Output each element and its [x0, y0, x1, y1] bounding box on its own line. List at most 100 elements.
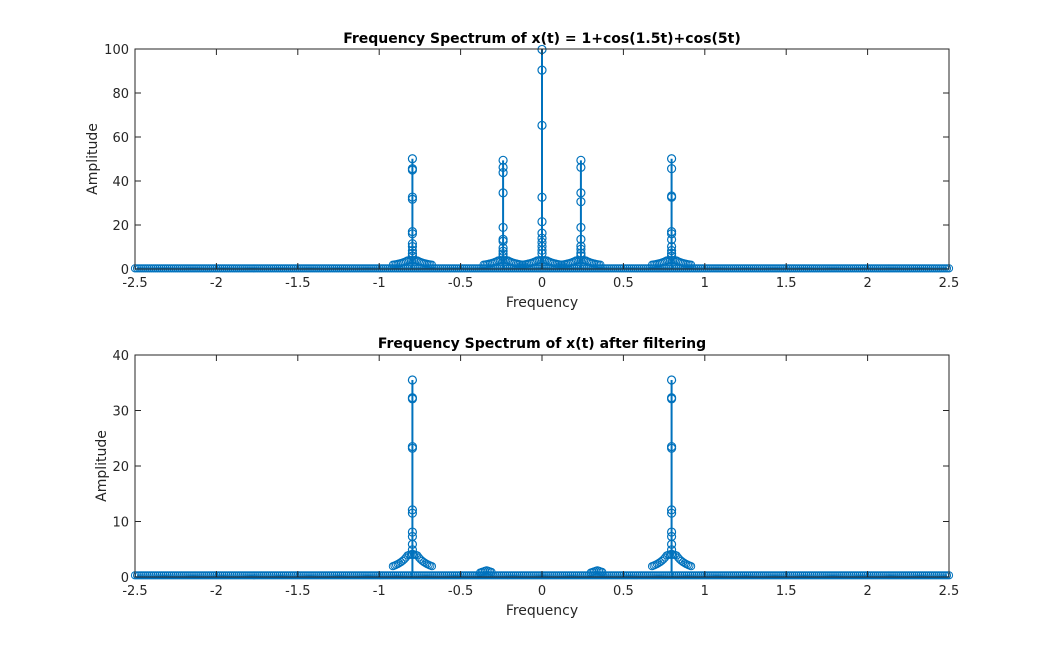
bottom-baseline-marker	[340, 571, 349, 580]
bottom-x-tick-label: 1.5	[776, 584, 797, 599]
bottom-y-tick-label: 40	[112, 349, 129, 364]
bottom-baseline-marker	[466, 571, 475, 580]
top-baseline-marker	[812, 264, 821, 273]
top-baseline-marker	[883, 264, 893, 273]
top-baseline-marker	[686, 264, 695, 273]
bottom-baseline-marker	[560, 571, 569, 580]
bottom-baseline-marker	[523, 571, 532, 580]
bottom-baseline-marker	[684, 571, 693, 580]
bottom-baseline-marker	[855, 571, 864, 580]
top-x-tick-label: 0.5	[613, 276, 634, 291]
bottom-baseline-marker	[322, 571, 331, 580]
top-baseline-marker	[328, 264, 337, 273]
bottom-baseline-marker	[835, 571, 844, 580]
top-near-peak-marker	[660, 257, 670, 266]
top-baseline-marker	[291, 264, 300, 273]
bottom-baseline-marker	[200, 571, 209, 580]
top-baseline-marker	[550, 264, 559, 273]
bottom-baseline-marker	[800, 571, 809, 580]
bottom-baseline-marker	[527, 571, 536, 580]
bottom-baseline-marker	[621, 571, 630, 580]
bottom-baseline-marker	[179, 571, 188, 580]
bottom-baseline-marker	[423, 571, 433, 580]
top-baseline-marker	[741, 264, 750, 273]
bottom-baseline-marker	[922, 571, 931, 580]
top-baseline-marker	[845, 264, 854, 273]
bottom-baseline-marker	[716, 571, 726, 580]
bottom-baseline-marker	[932, 571, 941, 580]
top-baseline-marker	[222, 264, 231, 273]
top-baseline-marker	[183, 264, 193, 273]
top-baseline-marker	[751, 264, 760, 273]
top-peak-marker	[407, 154, 418, 164]
top-baseline-marker	[830, 264, 840, 273]
bottom-peak-marker	[407, 375, 418, 385]
top-baseline-marker	[438, 264, 447, 273]
bottom-baseline-marker	[544, 571, 553, 580]
top-peak-marker	[576, 222, 586, 233]
top-peak-marker	[498, 188, 508, 198]
bottom-baseline-marker	[908, 571, 917, 580]
bottom-baseline-marker	[393, 571, 402, 580]
bottom-baseline-marker	[196, 571, 205, 580]
top-x-tick-label: 0	[538, 276, 546, 291]
bottom-x-axis-label: Frequency	[506, 603, 578, 619]
top-y-tick-label: 100	[104, 43, 129, 58]
top-baseline-marker	[808, 264, 817, 273]
bottom-baseline-marker	[747, 571, 756, 580]
bottom-baseline-marker	[735, 571, 744, 580]
top-baseline-marker	[442, 264, 451, 273]
top-baseline-marker	[574, 264, 583, 273]
bottom-baseline-marker	[198, 571, 207, 580]
top-baseline-marker	[849, 264, 858, 273]
top-peak-marker	[576, 241, 586, 251]
bottom-baseline-marker	[881, 571, 891, 580]
top-baseline-marker	[196, 264, 205, 273]
top-baseline-marker	[187, 264, 197, 273]
bottom-baseline-marker	[356, 571, 365, 580]
top-baseline-marker	[318, 264, 327, 273]
bottom-baseline-marker	[637, 571, 646, 580]
top-baseline-marker	[246, 264, 256, 273]
bottom-baseline-marker	[391, 571, 400, 580]
top-peak-marker	[537, 217, 547, 227]
bottom-baseline-marker	[525, 571, 534, 580]
bottom-baseline-marker	[307, 571, 317, 580]
bottom-baseline-marker	[283, 571, 292, 580]
top-peak-marker	[498, 222, 508, 233]
top-baseline-marker	[151, 264, 160, 273]
bottom-baseline-marker	[505, 571, 514, 580]
top-baseline-marker	[250, 264, 260, 273]
bottom-baseline-marker	[792, 571, 801, 580]
bottom-baseline-marker	[366, 571, 376, 580]
top-baseline-marker	[810, 264, 819, 273]
bottom-baseline-marker	[706, 571, 716, 580]
bottom-baseline-marker	[930, 571, 939, 580]
top-baseline-marker	[153, 264, 162, 273]
bottom-baseline-marker	[328, 571, 337, 580]
top-baseline-marker	[248, 264, 258, 273]
top-baseline-marker	[263, 264, 272, 273]
top-baseline-marker	[167, 264, 176, 273]
bottom-peak-marker	[666, 549, 677, 559]
top-baseline-marker	[843, 264, 852, 273]
top-baseline-marker	[257, 264, 266, 273]
top-peak-marker	[407, 245, 418, 256]
bottom-baseline-marker	[843, 571, 852, 580]
bottom-baseline-marker	[517, 571, 526, 580]
top-baseline-marker	[316, 264, 325, 273]
top-baseline-marker	[692, 264, 701, 273]
bottom-baseline-marker	[692, 571, 701, 580]
bottom-baseline-marker	[609, 571, 618, 580]
bottom-baseline-marker	[729, 571, 738, 580]
bottom-baseline-marker	[572, 571, 581, 580]
bottom-baseline-marker	[824, 571, 834, 580]
bottom-baseline-marker	[531, 571, 540, 580]
top-baseline-marker	[214, 264, 223, 273]
top-x-tick-label: 1.5	[776, 276, 797, 291]
bottom-baseline-marker	[432, 571, 441, 580]
top-peak-marker	[498, 168, 508, 178]
top-baseline-marker	[348, 264, 357, 273]
bottom-baseline-marker	[759, 571, 768, 580]
bottom-baseline-marker	[877, 571, 886, 580]
